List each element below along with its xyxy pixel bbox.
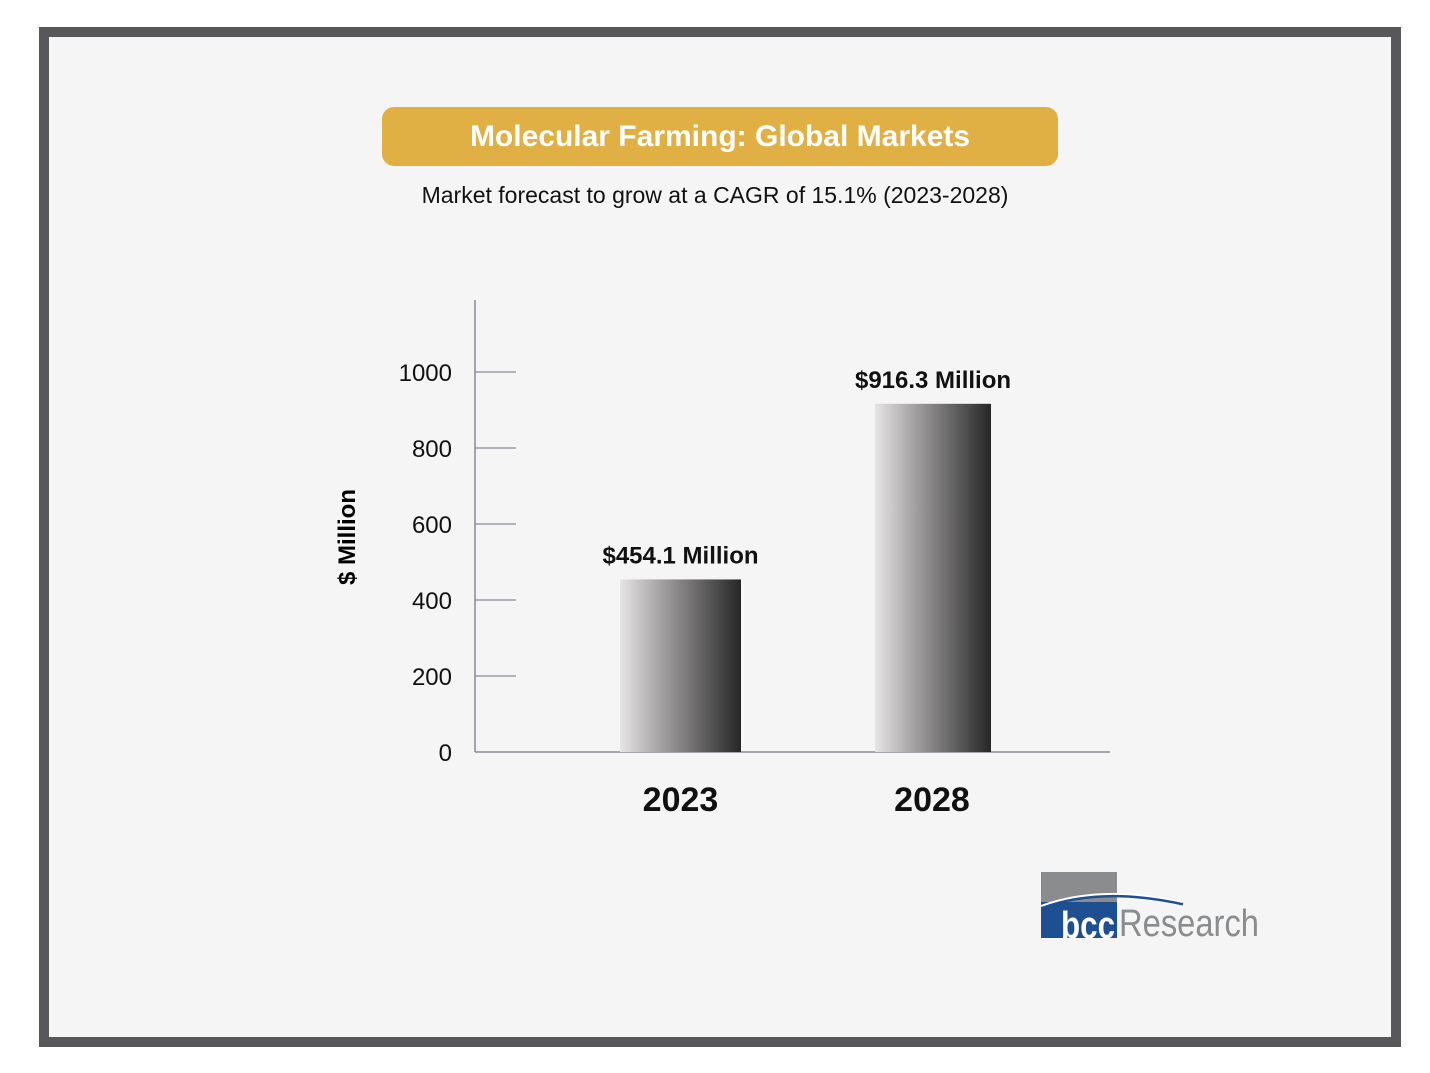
chart-subtitle: Market forecast to grow at a CAGR of 15.… bbox=[421, 182, 1009, 208]
chart-title: Molecular Farming: Global Markets bbox=[382, 107, 1058, 166]
y-tick-label: 0 bbox=[439, 740, 452, 767]
data-label: $916.3 Million bbox=[855, 367, 1011, 394]
bar-2023 bbox=[620, 579, 741, 752]
bar-2028 bbox=[875, 403, 991, 752]
y-axis-label: $ Million bbox=[334, 489, 361, 585]
y-tick-label: 400 bbox=[412, 588, 452, 615]
y-tick-label: 600 bbox=[412, 512, 452, 539]
y-tick-label: 1000 bbox=[399, 360, 452, 387]
y-tick-label: 800 bbox=[412, 436, 452, 463]
bcc-research-logo: bcc Research bbox=[1041, 872, 1259, 942]
logo-research-text: Research bbox=[1119, 903, 1259, 942]
data-label: $454.1 Million bbox=[602, 542, 758, 569]
logo-bcc-text: bcc bbox=[1061, 905, 1115, 942]
y-tick-label: 200 bbox=[412, 664, 452, 691]
chart-frame bbox=[39, 27, 1401, 1047]
x-tick-label: 2023 bbox=[643, 781, 719, 819]
x-tick-label: 2028 bbox=[894, 781, 970, 819]
